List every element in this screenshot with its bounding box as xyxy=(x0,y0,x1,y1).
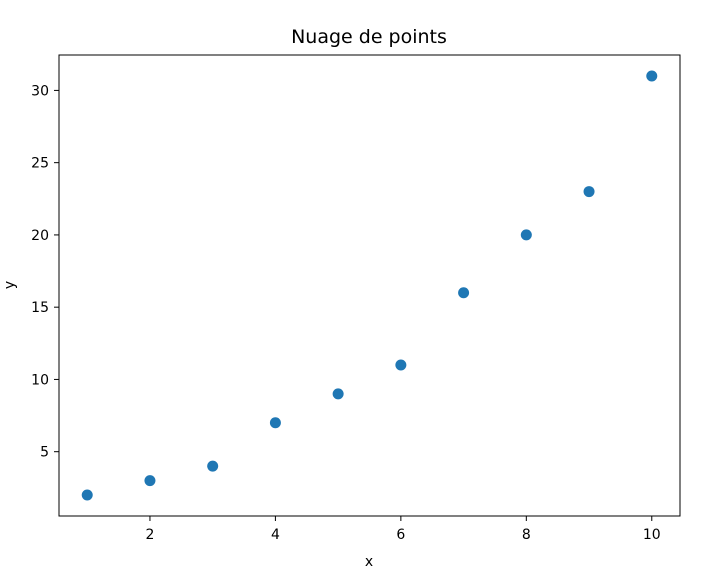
x-tick-label: 4 xyxy=(271,527,280,543)
y-axis: 5 10 15 20 25 30 xyxy=(31,83,59,461)
data-point xyxy=(520,229,532,241)
y-tick-label: 15 xyxy=(31,300,49,316)
data-point xyxy=(332,388,344,400)
axes-frame xyxy=(58,54,681,517)
data-points xyxy=(81,70,658,501)
y-tick-label: 5 xyxy=(40,445,49,461)
y-tick-label: 30 xyxy=(31,83,49,99)
x-tick-label: 2 xyxy=(145,527,154,543)
data-point xyxy=(646,70,658,82)
data-point xyxy=(583,186,595,198)
y-tick-label: 20 xyxy=(31,228,49,244)
x-tick-label: 10 xyxy=(643,527,661,543)
y-tick-label: 25 xyxy=(31,156,49,172)
x-axis-label: x xyxy=(365,554,373,570)
data-point xyxy=(207,460,219,472)
y-tick-label: 10 xyxy=(31,372,49,388)
y-axis-label: y xyxy=(2,281,18,289)
data-point xyxy=(269,417,281,429)
x-axis: 2 4 6 8 10 xyxy=(145,516,661,543)
x-tick-label: 6 xyxy=(396,527,405,543)
data-point xyxy=(144,475,156,487)
plot-border xyxy=(58,54,681,517)
data-point xyxy=(81,489,93,501)
chart-title: Nuage de points xyxy=(291,26,447,48)
data-point xyxy=(458,287,470,299)
data-point xyxy=(395,359,407,371)
x-tick-label: 8 xyxy=(522,527,531,543)
